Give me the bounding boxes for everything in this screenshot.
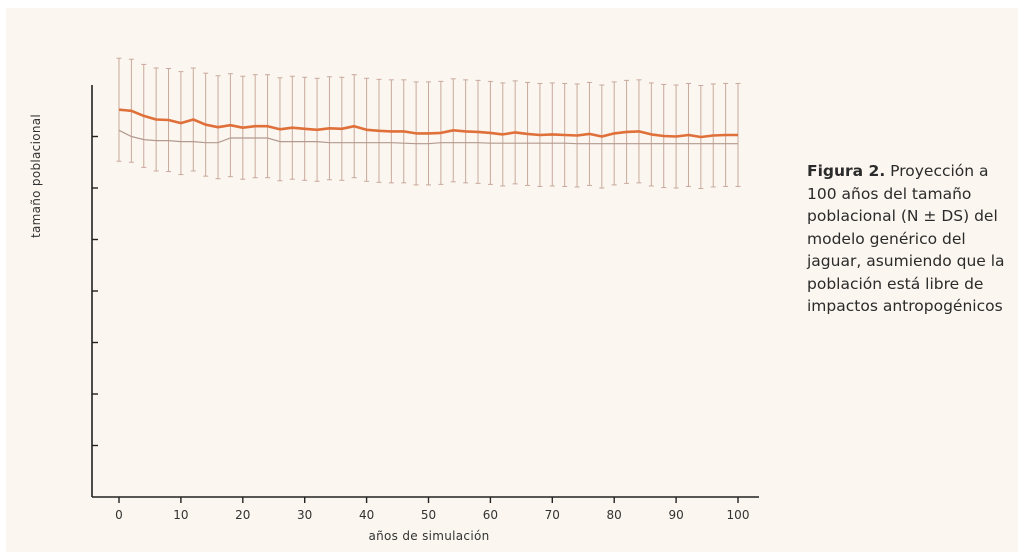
x-tick-label: 0 — [115, 508, 123, 522]
y-axis-label: tamaño poblacional — [29, 114, 43, 238]
series-line-lower — [118, 129, 738, 145]
figure-panel: 0 10 20 30 40 50 60 70 80 90 100 años de simulació… — [6, 8, 1018, 552]
x-tick-label: 20 — [235, 508, 250, 522]
x-tick-label: 90 — [668, 508, 683, 522]
x-tick-label: 10 — [173, 508, 188, 522]
figure-caption: Figura 2. Proyección a 100 años del tama… — [807, 160, 1022, 318]
chart: 0 10 20 30 40 50 60 70 80 90 100 años de simulació… — [29, 57, 759, 543]
caption-text: Proyección a 100 años del tamaño poblaci… — [807, 162, 1005, 315]
error-bars — [116, 57, 741, 190]
tick-labels: 0 10 20 30 40 50 60 70 80 90 100 — [115, 508, 749, 522]
series-lines — [118, 108, 738, 145]
x-tick-label: 40 — [359, 508, 374, 522]
x-tick-label: 100 — [727, 508, 750, 522]
axes — [91, 85, 759, 503]
x-axis-label: años de simulación — [368, 529, 489, 543]
x-tick-label: 60 — [483, 508, 498, 522]
series-line-mean — [118, 108, 738, 139]
x-tick-label: 50 — [421, 508, 436, 522]
caption-label: Figura 2. — [807, 162, 886, 180]
x-tick-label: 30 — [297, 508, 312, 522]
x-tick-label: 70 — [545, 508, 560, 522]
x-tick-label: 80 — [607, 508, 622, 522]
